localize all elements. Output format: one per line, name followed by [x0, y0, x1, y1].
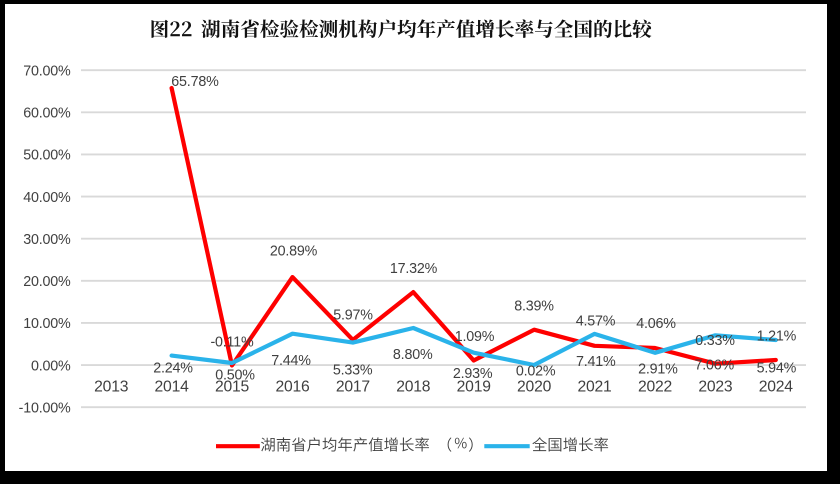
svg-text:0.00%: 0.00% — [31, 358, 71, 374]
svg-text:60.00%: 60.00% — [23, 106, 71, 122]
svg-text:2018: 2018 — [396, 378, 431, 395]
svg-text:-10.00%: -10.00% — [19, 401, 71, 417]
svg-text:2024: 2024 — [759, 378, 794, 395]
svg-text:0.33%: 0.33% — [695, 333, 735, 349]
svg-text:0.50%: 0.50% — [215, 367, 255, 383]
svg-text:7.44%: 7.44% — [271, 353, 311, 369]
svg-text:2015: 2015 — [215, 378, 250, 395]
svg-text:1.21%: 1.21% — [757, 328, 797, 344]
svg-text:2021: 2021 — [577, 378, 611, 395]
svg-text:20.89%: 20.89% — [270, 244, 318, 260]
svg-text:8.80%: 8.80% — [393, 347, 433, 363]
svg-text:7.06%: 7.06% — [695, 357, 735, 373]
svg-text:50.00%: 50.00% — [23, 148, 71, 164]
svg-text:2016: 2016 — [275, 378, 310, 395]
svg-text:65.78%: 65.78% — [171, 74, 219, 90]
svg-text:10.00%: 10.00% — [23, 316, 71, 332]
svg-text:5.97%: 5.97% — [333, 307, 373, 323]
svg-text:7.41%: 7.41% — [576, 354, 616, 370]
svg-text:2017: 2017 — [336, 378, 370, 395]
svg-text:4.57%: 4.57% — [576, 314, 616, 330]
svg-text:2022: 2022 — [638, 378, 672, 395]
svg-text:30.00%: 30.00% — [23, 232, 71, 248]
svg-text:2019: 2019 — [457, 378, 491, 395]
svg-text:4.06%: 4.06% — [636, 316, 676, 332]
svg-text:2023: 2023 — [698, 378, 733, 395]
svg-text:70.00%: 70.00% — [23, 64, 71, 80]
svg-text:2020: 2020 — [517, 378, 552, 395]
svg-text:20.00%: 20.00% — [23, 274, 71, 290]
svg-text:2.91%: 2.91% — [638, 362, 678, 378]
svg-text:2013: 2013 — [94, 378, 129, 395]
svg-text:2.93%: 2.93% — [453, 366, 493, 382]
svg-text:8.39%: 8.39% — [514, 299, 554, 315]
svg-text:-0.11%: -0.11% — [210, 335, 254, 351]
svg-text:1.09%: 1.09% — [455, 329, 495, 345]
svg-text:0.02%: 0.02% — [516, 364, 556, 380]
svg-text:17.32%: 17.32% — [390, 261, 438, 277]
svg-text:5.33%: 5.33% — [333, 363, 373, 379]
svg-text:40.00%: 40.00% — [23, 190, 71, 206]
svg-text:2.24%: 2.24% — [153, 361, 193, 377]
svg-text:5.94%: 5.94% — [757, 361, 797, 377]
svg-text:2014: 2014 — [155, 378, 190, 395]
